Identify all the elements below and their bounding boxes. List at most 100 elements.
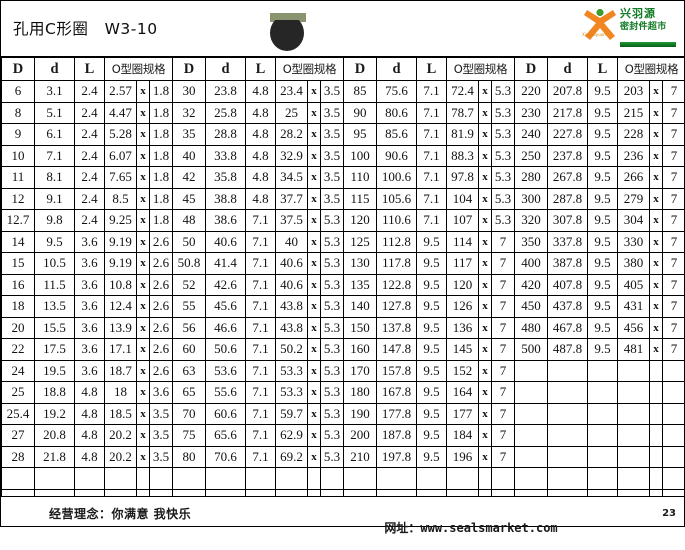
table-cell [417,468,447,490]
table-cell [588,446,618,468]
table-cell [618,403,650,425]
table-cell: x [650,253,663,275]
table-cell [588,403,618,425]
column-header-l-g2: L [246,58,276,81]
table-cell: 2.4 [75,81,105,103]
table-cell [618,425,650,447]
table-cell: x [308,81,321,103]
table-cell: 1.8 [150,210,173,232]
table-cell: x [308,167,321,189]
c-ring-svg [256,7,322,53]
table-cell: 1.8 [150,145,173,167]
table-cell: x [650,102,663,124]
table-cell: x [479,339,492,361]
table-cell: 7.1 [246,382,276,404]
table-cell: 9.5 [588,188,618,210]
table-cell: 52 [173,274,206,296]
table-cell: 4.8 [246,81,276,103]
table-cell [588,382,618,404]
table-cell: 9.5 [417,296,447,318]
table-cell: 7 [663,145,685,167]
table-cell: 50.8 [173,253,206,275]
table-cell: x [479,124,492,146]
brand-name-secondary: 密封件超市 [620,21,678,33]
table-cell: 4.47 [105,102,137,124]
table-cell: 7.1 [246,296,276,318]
table-cell: x [137,274,150,296]
table-cell: 287.8 [548,188,588,210]
table-cell: 42 [173,167,206,189]
table-cell: 380 [618,253,650,275]
table-cell: x [650,210,663,232]
table-cell: 28.8 [206,124,246,146]
table-cell: 2.57 [105,81,137,103]
table-cell: x [479,231,492,253]
footer-url-group: 网址：www.sealsmarket.com [341,505,558,550]
column-header-d-g1: d [35,58,75,81]
table-cell: 45 [173,188,206,210]
table-cell: 9.5 [588,210,618,232]
table-cell: 100.6 [377,167,417,189]
c-ring-cross-section-diagram [256,7,322,53]
table-cell: 8.5 [105,188,137,210]
table-cell: 207.8 [548,81,588,103]
table-cell: 6.1 [35,124,75,146]
table-cell: 2.6 [150,253,173,275]
table-cell: 32 [173,102,206,124]
table-cell: 4.8 [246,188,276,210]
column-header-d-g1: D [2,58,35,81]
table-cell: 4.8 [246,145,276,167]
table-cell: x [479,145,492,167]
table-cell: 3.6 [75,296,105,318]
footer-url[interactable]: www.sealsmarket.com [420,521,557,535]
table-cell: 7.1 [246,403,276,425]
table-cell: 46.6 [206,317,246,339]
table-cell: x [308,188,321,210]
table-cell: 7.1 [417,102,447,124]
column-header-d-g3: d [377,58,417,81]
table-cell: 300 [515,188,548,210]
table-cell: 7 [492,317,515,339]
brand-figure-icon: Xinoyuyuan [582,7,618,43]
table-cell: 28 [2,446,35,468]
table-cell: x [650,167,663,189]
table-cell: 20.2 [105,425,137,447]
table-cell [650,446,663,468]
table-cell: 3.5 [150,446,173,468]
table-cell: x [479,274,492,296]
table-cell: 5.3 [321,446,344,468]
table-cell: 15 [2,253,35,275]
table-cell [206,468,246,490]
table-cell: 307.8 [548,210,588,232]
table-cell: x [479,360,492,382]
table-cell: 157.8 [377,360,417,382]
table-cell: x [137,253,150,275]
table-cell: 110 [344,167,377,189]
table-cell: x [650,317,663,339]
table-cell: 170 [344,360,377,382]
table-cell [548,468,588,490]
table-cell: x [308,339,321,361]
table-cell: 16 [2,274,35,296]
table-cell: 40 [173,145,206,167]
table-cell: 20.8 [35,425,75,447]
table-cell: x [479,210,492,232]
table-cell: x [308,382,321,404]
table-cell: 37.5 [276,210,308,232]
table-cell: 62.9 [276,425,308,447]
column-header-d-g4: D [515,58,548,81]
table-cell [618,468,650,490]
table-cell: 7.1 [246,210,276,232]
table-cell: 43.8 [276,296,308,318]
table-cell: 227.8 [548,124,588,146]
table-cell [377,468,417,490]
table-cell: 407.8 [548,274,588,296]
page-number: 23 [662,508,676,519]
table-cell: 18 [2,296,35,318]
table-cell: 7.1 [35,145,75,167]
table-cell: 90 [344,102,377,124]
table-cell: 180 [344,382,377,404]
